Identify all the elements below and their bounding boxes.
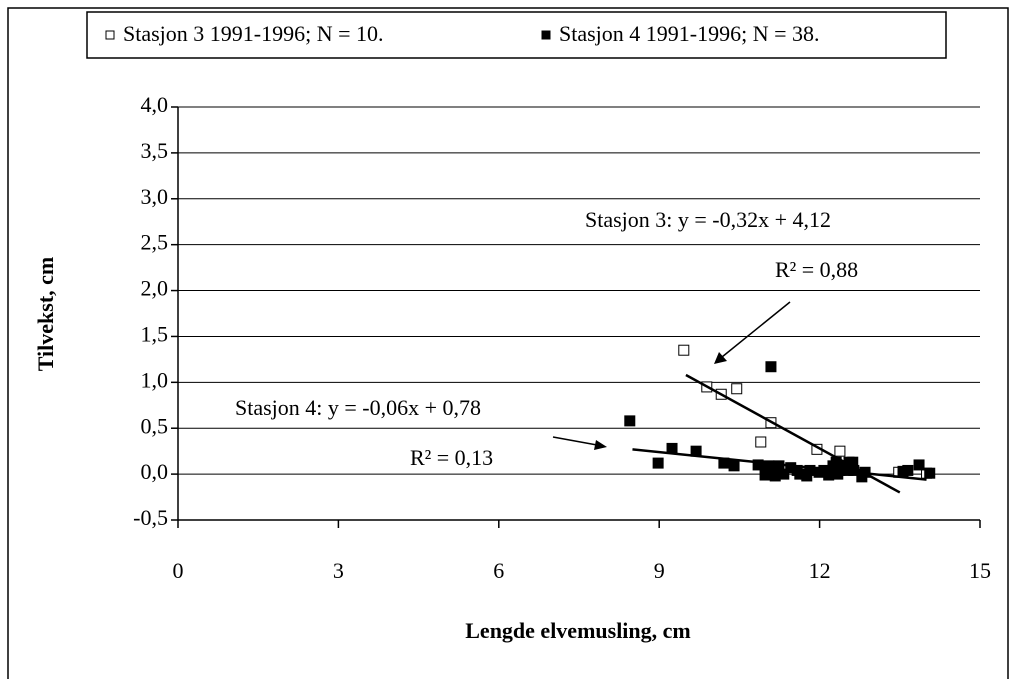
y-tick-label: 2,0 (141, 276, 169, 301)
point (801, 470, 813, 482)
annotation: R² = 0,13 (410, 445, 493, 470)
annotation: Stasjon 3: y = -0,32x + 4,12 (585, 207, 831, 232)
x-tick-label: 6 (493, 558, 504, 583)
x-tick-label: 0 (173, 558, 184, 583)
point (765, 361, 777, 373)
point (924, 467, 936, 479)
point (778, 468, 790, 480)
x-axis-label: Lengde elvemusling, cm (465, 618, 691, 643)
chart-border (7, 7, 1009, 679)
y-tick-label: 1,5 (141, 321, 169, 346)
y-tick-label: 1,0 (141, 367, 169, 392)
y-tick-label: 3,5 (141, 138, 169, 163)
trendline (632, 448, 927, 481)
legend-label: Stasjon 3 1991-1996; N = 10. (123, 21, 384, 46)
point (848, 464, 860, 476)
point (678, 344, 690, 356)
y-axis-label: Tilvekst, cm (33, 257, 58, 371)
legend-marker (105, 30, 115, 40)
point (755, 436, 767, 448)
x-tick-label: 9 (654, 558, 665, 583)
point (731, 383, 743, 395)
point (823, 469, 835, 481)
y-tick-label: 2,5 (141, 230, 169, 255)
point (832, 468, 844, 480)
legend-marker (541, 30, 551, 40)
legend-box (86, 11, 947, 59)
x-tick-label: 12 (809, 558, 831, 583)
annotation: Stasjon 4: y = -0,06x + 0,78 (235, 395, 481, 420)
arrow (714, 301, 791, 364)
y-tick-label: 0,5 (141, 413, 169, 438)
y-tick-label: 4,0 (141, 92, 169, 117)
y-tick-label: 3,0 (141, 184, 169, 209)
point (902, 464, 914, 476)
point (752, 459, 764, 471)
point (728, 460, 740, 472)
point (624, 415, 636, 427)
point (785, 462, 797, 474)
x-tick-label: 3 (333, 558, 344, 583)
arrow (552, 436, 607, 450)
point (759, 469, 771, 481)
y-tick-label: -0,5 (133, 505, 168, 530)
x-tick-label: 15 (969, 558, 991, 583)
y-tick-label: 0,0 (141, 459, 169, 484)
annotation: R² = 0,88 (775, 257, 858, 282)
point (913, 459, 925, 471)
point (834, 445, 846, 457)
legend-label: Stasjon 4 1991-1996; N = 38. (559, 21, 820, 46)
point (652, 457, 664, 469)
